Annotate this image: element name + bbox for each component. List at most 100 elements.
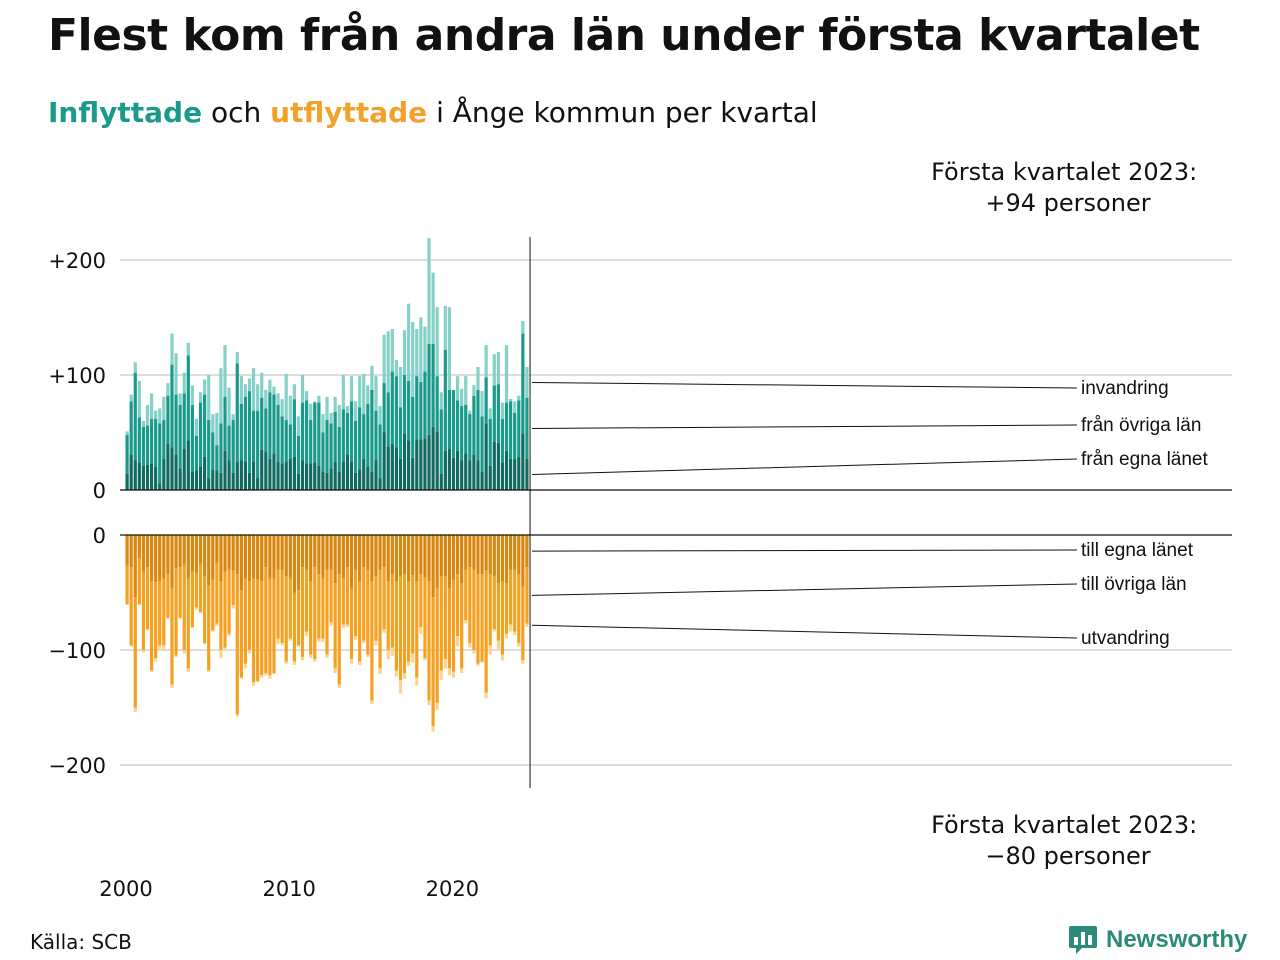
inflow-bar-0-8 bbox=[158, 483, 162, 490]
outflow-bar-1-95 bbox=[513, 569, 517, 632]
inflow-bar-2-29 bbox=[243, 384, 248, 397]
inflow-bar-0-70 bbox=[411, 457, 415, 490]
annotation-top-line-2: +94 personer bbox=[985, 189, 1150, 217]
outflow-bar-1-52 bbox=[337, 574, 341, 685]
inflow-bar-0-73 bbox=[423, 438, 427, 490]
outflow-bar-2-42 bbox=[296, 645, 301, 647]
inflow-bar-0-94 bbox=[509, 458, 513, 490]
inflow-bar-0-65 bbox=[390, 444, 394, 490]
inflow-bar-1-98 bbox=[525, 398, 529, 459]
outflow-bar-2-87 bbox=[480, 661, 484, 663]
outflow-bar-1-20 bbox=[207, 585, 211, 671]
outflow-bar-1-92 bbox=[500, 581, 505, 655]
outflow-bar-1-6 bbox=[149, 581, 154, 671]
inflow-bar-0-98 bbox=[525, 458, 529, 490]
outflow-bar-1-33 bbox=[260, 581, 264, 676]
inflow-bar-2-42 bbox=[296, 416, 301, 436]
outflow-bar-1-98 bbox=[525, 567, 529, 624]
outflow-bar-0-34 bbox=[264, 535, 268, 568]
inflow-bar-0-28 bbox=[239, 460, 243, 490]
inflow-bar-2-63 bbox=[382, 334, 386, 384]
inflow-bar-2-11 bbox=[170, 333, 174, 365]
inflow-bar-2-73 bbox=[423, 326, 427, 372]
outflow-bar-2-98 bbox=[525, 623, 529, 627]
outflow-bar-1-89 bbox=[488, 574, 492, 646]
outflow-bar-1-26 bbox=[231, 570, 235, 606]
outflow-bar-2-3 bbox=[137, 604, 141, 606]
outflow-bar-1-0 bbox=[125, 564, 129, 604]
inflow-bar-2-28 bbox=[239, 376, 243, 404]
outflow-bar-0-50 bbox=[329, 535, 333, 570]
outflow-bar-1-71 bbox=[415, 581, 419, 678]
outflow-bar-2-65 bbox=[390, 647, 394, 656]
inflow-bar-1-67 bbox=[398, 407, 403, 459]
outflow-bar-1-19 bbox=[203, 576, 207, 644]
inflow-bar-2-83 bbox=[464, 376, 468, 405]
outflow-bar-2-61 bbox=[374, 640, 378, 646]
inflow-bar-2-61 bbox=[374, 376, 378, 411]
outflow-bar-2-78 bbox=[443, 659, 447, 669]
inflow-bar-2-26 bbox=[231, 414, 235, 420]
inflow-bar-2-37 bbox=[276, 393, 280, 405]
inflow-bar-1-2 bbox=[133, 372, 137, 461]
outflow-bar-2-67 bbox=[398, 679, 403, 694]
outflow-bar-2-12 bbox=[174, 655, 178, 657]
inflow-bar-0-85 bbox=[472, 454, 476, 490]
outflow-bar-1-13 bbox=[178, 567, 182, 618]
outflow-bar-0-78 bbox=[443, 535, 447, 577]
outflow-bar-1-66 bbox=[394, 581, 398, 671]
inflow-bar-1-66 bbox=[394, 376, 398, 448]
inflow-bar-0-13 bbox=[178, 468, 182, 490]
x-tick-label-2020: 2020 bbox=[426, 877, 479, 901]
inflow-bar-0-77 bbox=[439, 473, 443, 490]
outflow-bar-0-76 bbox=[435, 535, 439, 588]
inflow-bar-0-1 bbox=[129, 454, 133, 490]
outflow-bar-2-30 bbox=[247, 650, 252, 654]
inflow-bar-0-48 bbox=[321, 471, 325, 490]
inflow-bar-2-48 bbox=[321, 414, 325, 433]
inflow-bar-1-15 bbox=[186, 355, 190, 441]
outflow-bar-0-26 bbox=[231, 535, 235, 571]
outflow-bar-1-65 bbox=[390, 574, 394, 648]
outflow-bar-0-70 bbox=[411, 535, 415, 576]
outflow-bar-1-91 bbox=[496, 583, 500, 641]
outflow-bar-0-77 bbox=[439, 535, 443, 577]
inflow-bar-2-72 bbox=[419, 317, 423, 382]
inflow-bar-2-92 bbox=[500, 402, 505, 419]
inflow-bar-1-18 bbox=[198, 402, 203, 467]
outflow-bar-1-96 bbox=[517, 574, 521, 644]
outflow-bar-2-72 bbox=[419, 627, 423, 634]
inflow-bar-1-73 bbox=[423, 371, 427, 439]
outflow-bar-0-81 bbox=[455, 535, 460, 575]
inflow-bar-1-20 bbox=[207, 419, 211, 479]
inflow-bar-1-78 bbox=[443, 349, 447, 451]
inflow-bar-1-21 bbox=[211, 432, 215, 470]
inflow-bar-2-43 bbox=[300, 375, 305, 403]
outflow-bar-0-19 bbox=[203, 535, 207, 577]
outflow-bar-0-90 bbox=[492, 535, 496, 577]
inflow-bar-0-32 bbox=[256, 477, 260, 490]
inflow-bar-0-90 bbox=[492, 441, 496, 490]
outflow-bar-1-68 bbox=[402, 574, 407, 673]
inflow-bar-2-1 bbox=[129, 394, 133, 402]
outflow-bar-0-66 bbox=[394, 535, 398, 581]
outflow-bar-1-28 bbox=[239, 590, 243, 678]
outflow-bar-2-32 bbox=[256, 681, 260, 683]
outflow-bar-2-43 bbox=[300, 656, 305, 661]
outflow-bar-1-87 bbox=[480, 574, 484, 662]
annotation-bottom: Första kvartalet 2023: −80 personer bbox=[931, 811, 1205, 870]
outflow-bar-1-97 bbox=[521, 586, 525, 661]
inflow-bar-2-22 bbox=[215, 412, 219, 446]
inflow-bar-1-23 bbox=[219, 423, 223, 473]
inflow-bar-1-94 bbox=[509, 399, 513, 459]
outflow-bar-2-74 bbox=[427, 700, 431, 706]
outflow-bar-2-59 bbox=[366, 654, 370, 657]
outflow-bar-2-97 bbox=[521, 660, 525, 664]
inflow-bar-0-35 bbox=[268, 458, 272, 490]
inflow-bar-1-72 bbox=[419, 381, 423, 440]
outflow-bar-0-20 bbox=[207, 535, 211, 586]
x-axis-ticks: 2000 2010 2020 bbox=[99, 877, 479, 901]
outflow-bar-1-75 bbox=[431, 597, 435, 726]
outflow-bar-1-2 bbox=[133, 597, 137, 708]
outflow-bar-1-56 bbox=[353, 569, 358, 637]
